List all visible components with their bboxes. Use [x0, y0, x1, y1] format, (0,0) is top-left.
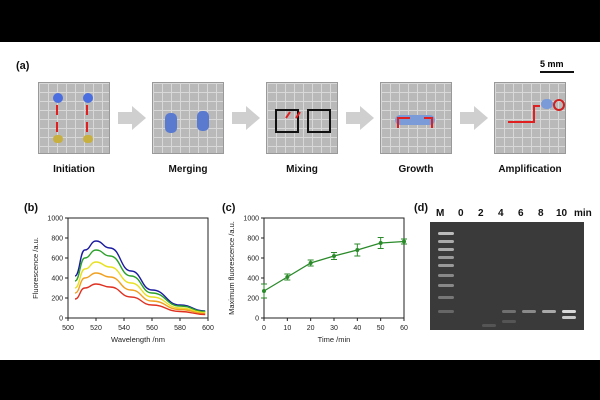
step-image-merging	[152, 82, 224, 154]
chart-b-x-tick-label: 540	[118, 325, 130, 332]
chart-c-x-axis-label: Time /min	[318, 335, 351, 344]
chart-b-y-axis-label: Fluorescence /a.u.	[31, 237, 40, 299]
gel-lane-header: 10	[556, 208, 568, 219]
figure: (a) 5 mm In	[0, 42, 600, 360]
step-image-growth	[380, 82, 452, 154]
step-label-amplification: Amplification	[498, 164, 562, 175]
chart-c-point	[402, 239, 406, 244]
step-image-mixing	[266, 82, 338, 154]
gel-lane-header: 8	[538, 208, 544, 219]
chart-c-x-tick-label: 40	[353, 325, 361, 332]
chart-c-point	[378, 241, 383, 245]
chart-c-y-tick-label: 800	[247, 236, 259, 243]
gel-lane-header: 2	[478, 208, 484, 219]
growth-arrow-left	[397, 117, 410, 128]
step-image-initiation	[38, 82, 110, 154]
gel-lane-header: M	[436, 208, 445, 219]
chart-c-plot-frame	[263, 217, 405, 319]
chart-b-x-tick-label: 600	[202, 325, 214, 332]
chart-b-series-line	[74, 272, 206, 315]
chart-b-series-line	[74, 249, 206, 313]
amplification-arrow	[508, 105, 540, 123]
gel-lane-header: 6	[518, 208, 524, 219]
gel-lane-header: 4	[498, 208, 504, 219]
chart-c-point	[262, 289, 266, 293]
chart-c-x-tick-label: 50	[377, 325, 385, 332]
chart-c-x-tick-label: 60	[400, 325, 408, 332]
chart-b-series-line	[74, 261, 206, 314]
step-label-initiation: Initiation	[53, 164, 95, 175]
chart-b-y-tick-label: 600	[51, 256, 63, 263]
chart-b-y-tick-label: 1000	[47, 216, 63, 223]
chart-b-y-tick-label: 0	[59, 316, 63, 323]
chart-c-point	[285, 275, 290, 279]
mix-marks	[285, 111, 301, 119]
panel-label-c: (c)	[222, 202, 236, 214]
gel-image	[430, 222, 584, 330]
chart-c-point	[332, 254, 336, 258]
step-label-growth: Growth	[398, 164, 434, 175]
chart-c-y-tick-label: 600	[247, 256, 259, 263]
chart-c-y-tick-label: 1000	[243, 216, 259, 223]
chart-b-x-tick-label: 520	[90, 325, 102, 332]
chart-c-point	[308, 261, 313, 265]
chart-b-x-axis-label: Wavelength /nm	[111, 335, 165, 344]
panel-label-d: (d)	[414, 202, 429, 214]
step-label-merging: Merging	[168, 164, 208, 175]
chart-b-plot-frame	[67, 217, 209, 319]
chart-b-y-tick-label: 400	[51, 276, 63, 283]
chart-c-x-tick-label: 0	[262, 325, 266, 332]
panel-label-b: (b)	[24, 202, 39, 214]
chart-b: 500 520 540 560 580 600 0 200 400 600 800 1000 Wavel…	[31, 216, 214, 345]
chart-b-x-tick-label: 580	[174, 325, 186, 332]
chart-c-y-tick-label: 400	[247, 276, 259, 283]
chart-b-x-tick-label: 500	[62, 325, 74, 332]
chart-b-y-tick-label: 200	[51, 296, 63, 303]
chart-c-x-tick-label: 20	[307, 325, 315, 332]
chart-b-y-tick-label: 800	[51, 236, 63, 243]
gel-lane-header: min	[574, 208, 592, 219]
chart-c-point	[355, 248, 360, 252]
chart-c-y-tick-label: 200	[247, 296, 259, 303]
chart-b-x-tick-label: 560	[146, 325, 158, 332]
chart-c-y-axis-label: Maximum fluorescence /a.u.	[227, 221, 236, 315]
chart-c-y-tick-label: 0	[255, 316, 259, 323]
chart-b-series-line	[74, 240, 206, 312]
scale-label: 5 mm	[540, 59, 564, 69]
chart-b-series-line	[74, 283, 206, 316]
step-label-mixing: Mixing	[286, 164, 318, 175]
gel-lane-header: 0	[458, 208, 464, 219]
scale-bar	[540, 71, 574, 73]
panel-label-a: (a)	[16, 60, 30, 72]
step-annotations	[56, 105, 540, 132]
growth-arrow-right	[424, 117, 433, 128]
chart-c-x-tick-label: 10	[283, 325, 291, 332]
chart-c-x-tick-label: 30	[330, 325, 338, 332]
step-image-amplification	[494, 82, 566, 154]
